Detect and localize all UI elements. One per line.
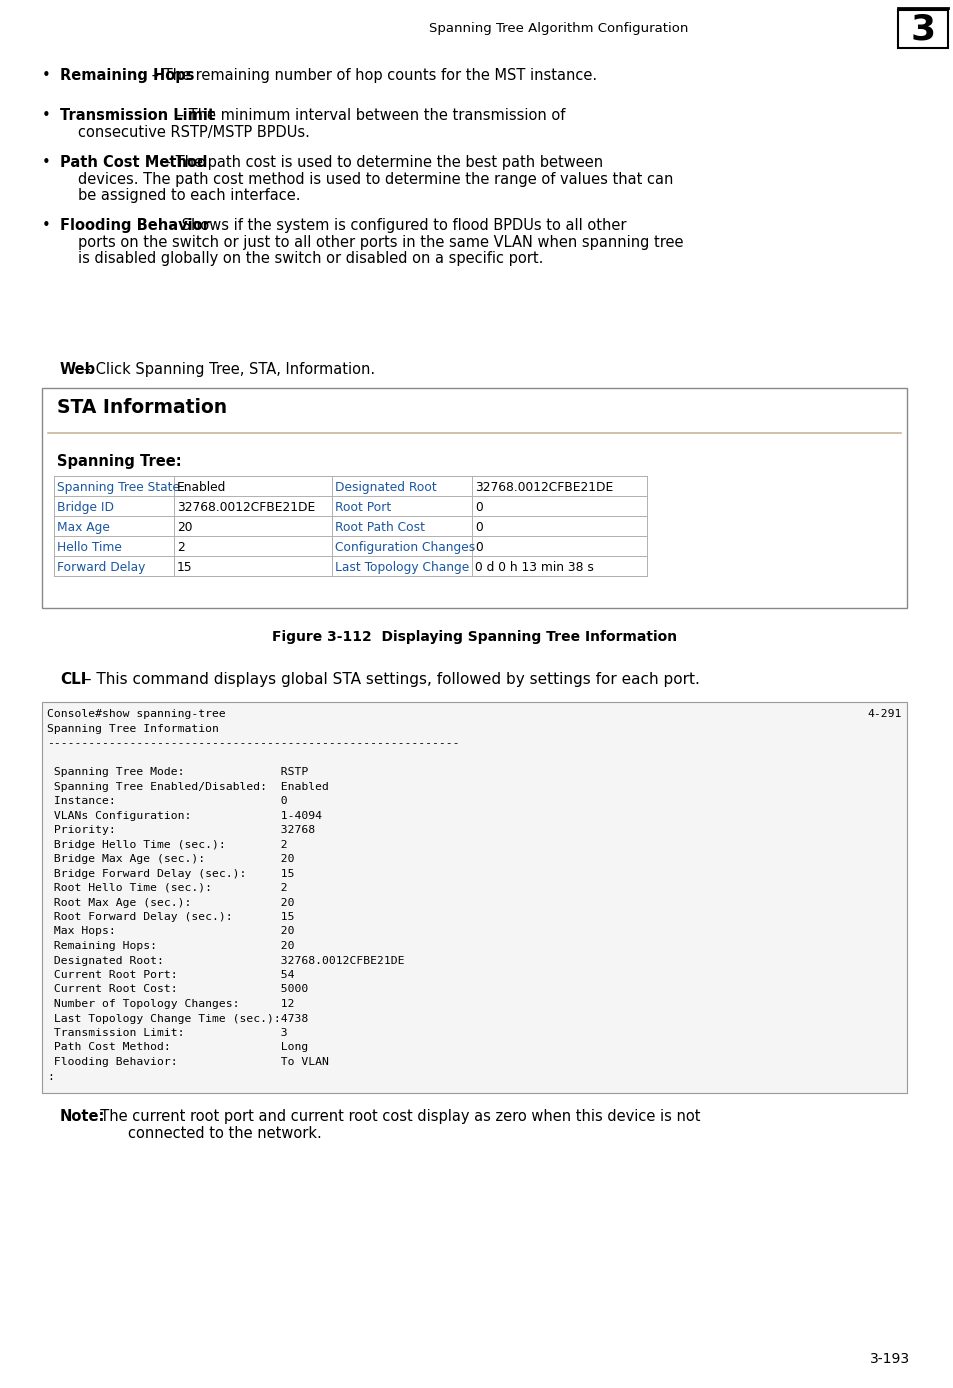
Text: Current Root Port:               54: Current Root Port: 54 [47, 970, 294, 980]
Text: Spanning Tree State: Spanning Tree State [57, 482, 180, 494]
Text: 0 d 0 h 13 min 38 s: 0 d 0 h 13 min 38 s [475, 561, 594, 575]
Text: Flooding Behavior:               To VLAN: Flooding Behavior: To VLAN [47, 1058, 329, 1067]
Text: :: : [47, 1072, 53, 1081]
Text: Configuration Changes: Configuration Changes [335, 541, 475, 554]
Text: consecutive RSTP/MSTP BPDUs.: consecutive RSTP/MSTP BPDUs. [78, 125, 310, 140]
Text: – The remaining number of hop counts for the MST instance.: – The remaining number of hop counts for… [147, 68, 597, 83]
Text: – The path cost is used to determine the best path between: – The path cost is used to determine the… [159, 155, 602, 169]
Text: ------------------------------------------------------------: ----------------------------------------… [47, 738, 459, 748]
Text: Bridge Hello Time (sec.):        2: Bridge Hello Time (sec.): 2 [47, 840, 287, 849]
Text: •: • [42, 218, 51, 233]
Text: is disabled globally on the switch or disabled on a specific port.: is disabled globally on the switch or di… [78, 251, 543, 266]
Text: Designated Root:                 32768.0012CFBE21DE: Designated Root: 32768.0012CFBE21DE [47, 955, 404, 966]
Text: Bridge ID: Bridge ID [57, 501, 113, 514]
Text: 2: 2 [177, 541, 185, 554]
Text: Bridge Max Age (sec.):           20: Bridge Max Age (sec.): 20 [47, 854, 294, 863]
Text: 3: 3 [909, 12, 935, 46]
Text: 15: 15 [177, 561, 193, 575]
Text: Last Topology Change Time (sec.):4738: Last Topology Change Time (sec.):4738 [47, 1013, 308, 1023]
Text: Spanning Tree Information: Spanning Tree Information [47, 723, 218, 733]
Text: Number of Topology Changes:      12: Number of Topology Changes: 12 [47, 999, 294, 1009]
Text: Path Cost Method: Path Cost Method [60, 155, 208, 169]
Text: Transmission Limit: Transmission Limit [60, 108, 214, 124]
Text: Figure 3-112  Displaying Spanning Tree Information: Figure 3-112 Displaying Spanning Tree In… [272, 630, 677, 644]
Text: •: • [42, 68, 51, 83]
Text: Root Path Cost: Root Path Cost [335, 520, 424, 534]
Text: Designated Root: Designated Root [335, 482, 436, 494]
Text: Remaining Hops: Remaining Hops [60, 68, 194, 83]
Text: Transmission Limit:              3: Transmission Limit: 3 [47, 1029, 287, 1038]
Text: Console#show spanning-tree: Console#show spanning-tree [47, 709, 226, 719]
Text: Last Topology Change: Last Topology Change [335, 561, 469, 575]
Text: Spanning Tree Algorithm Configuration: Spanning Tree Algorithm Configuration [428, 22, 687, 35]
Bar [54, 476, 646, 576]
Text: – Shows if the system is configured to flood BPDUs to all other: – Shows if the system is configured to f… [165, 218, 626, 233]
Text: Path Cost Method:                Long: Path Cost Method: Long [47, 1042, 308, 1052]
Text: •: • [42, 155, 51, 169]
Text: – The minimum interval between the transmission of: – The minimum interval between the trans… [172, 108, 564, 124]
Text: – This command displays global STA settings, followed by settings for each port.: – This command displays global STA setti… [78, 672, 699, 687]
Text: Priority:                        32768: Priority: 32768 [47, 824, 314, 836]
Bar [42, 389, 906, 608]
Text: Web: Web [60, 362, 96, 378]
Text: Note:: Note: [60, 1109, 105, 1124]
Text: Spanning Tree Mode:              RSTP: Spanning Tree Mode: RSTP [47, 768, 308, 777]
Text: Enabled: Enabled [177, 482, 226, 494]
Text: Hello Time: Hello Time [57, 541, 122, 554]
Text: devices. The path cost method is used to determine the range of values that can: devices. The path cost method is used to… [78, 172, 673, 186]
Text: be assigned to each interface.: be assigned to each interface. [78, 187, 300, 203]
Text: Root Port: Root Port [335, 501, 391, 514]
Text: 4-291: 4-291 [866, 709, 901, 719]
Text: Root Max Age (sec.):             20: Root Max Age (sec.): 20 [47, 898, 294, 908]
Text: Forward Delay: Forward Delay [57, 561, 145, 575]
Text: Spanning Tree Enabled/Disabled:  Enabled: Spanning Tree Enabled/Disabled: Enabled [47, 781, 329, 791]
Text: 32768.0012CFBE21DE: 32768.0012CFBE21DE [177, 501, 314, 514]
Text: CLI: CLI [60, 672, 87, 687]
Text: Instance:                        0: Instance: 0 [47, 795, 287, 806]
Text: Max Age: Max Age [57, 520, 110, 534]
Text: Max Hops:                        20: Max Hops: 20 [47, 927, 294, 937]
Text: Spanning Tree:: Spanning Tree: [57, 454, 181, 469]
Bar [42, 702, 906, 1092]
Text: •: • [42, 108, 51, 124]
Text: Root Hello Time (sec.):          2: Root Hello Time (sec.): 2 [47, 883, 287, 892]
Text: 0: 0 [475, 520, 482, 534]
Text: 3-193: 3-193 [869, 1352, 909, 1366]
Text: The current root port and current root cost display as zero when this device is : The current root port and current root c… [91, 1109, 700, 1124]
Text: 32768.0012CFBE21DE: 32768.0012CFBE21DE [475, 482, 613, 494]
Text: Flooding Behavior: Flooding Behavior [60, 218, 210, 233]
Text: Bridge Forward Delay (sec.):     15: Bridge Forward Delay (sec.): 15 [47, 869, 294, 879]
Text: 20: 20 [177, 520, 193, 534]
Text: 0: 0 [475, 501, 482, 514]
Text: Remaining Hops:                  20: Remaining Hops: 20 [47, 941, 294, 951]
Text: connected to the network.: connected to the network. [91, 1126, 321, 1141]
Text: ports on the switch or just to all other ports in the same VLAN when spanning tr: ports on the switch or just to all other… [78, 235, 682, 250]
Text: Current Root Cost:               5000: Current Root Cost: 5000 [47, 984, 308, 994]
Text: Root Forward Delay (sec.):       15: Root Forward Delay (sec.): 15 [47, 912, 294, 922]
Text: 0: 0 [475, 541, 482, 554]
Text: – Click Spanning Tree, STA, Information.: – Click Spanning Tree, STA, Information. [78, 362, 375, 378]
Bar [897, 10, 947, 49]
Text: STA Information: STA Information [57, 398, 227, 416]
Text: VLANs Configuration:             1-4094: VLANs Configuration: 1-4094 [47, 811, 322, 820]
